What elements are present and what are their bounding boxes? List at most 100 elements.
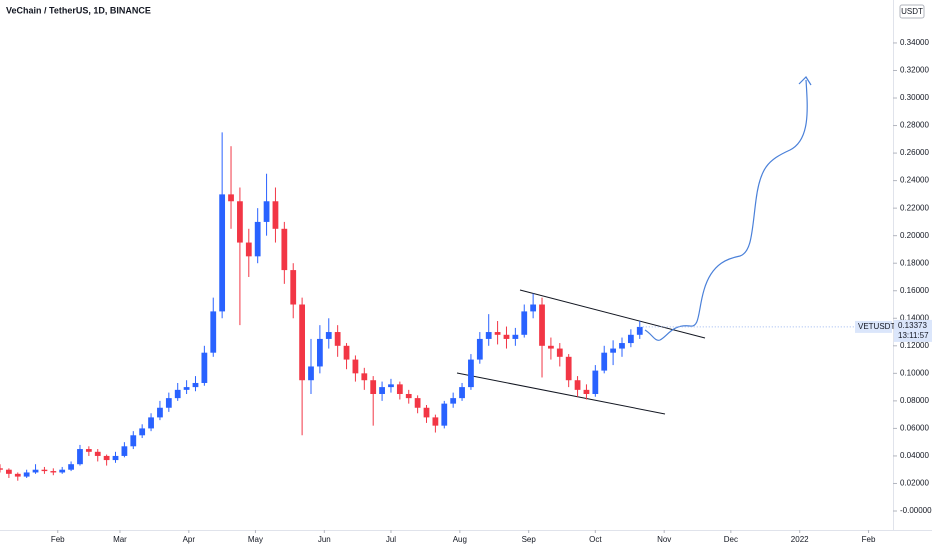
candle-body (485, 332, 492, 339)
candle-body (388, 384, 394, 388)
candle-body (157, 407, 163, 418)
x-tick-label: Oct (589, 535, 602, 544)
candle-body (432, 417, 439, 426)
candle-body (41, 469, 48, 472)
candle-body (254, 221, 261, 257)
candle-body (0, 468, 3, 470)
y-tick-label: 0.18000 (900, 258, 929, 267)
candle-body (210, 311, 217, 353)
candle-body (361, 373, 368, 381)
currency-label[interactable]: USDT (901, 7, 923, 16)
candle-body (396, 384, 403, 394)
x-tick-label: Aug (453, 535, 467, 544)
candle-body (263, 201, 270, 222)
price-tag (894, 319, 932, 342)
y-tick-label: 0.04000 (900, 451, 929, 460)
candle-body (121, 446, 128, 456)
y-tick-label: 0.34000 (900, 38, 929, 47)
candle-body (183, 387, 190, 390)
candle-body (512, 334, 519, 339)
candle-body (610, 348, 616, 353)
projection-arrow (798, 76, 812, 86)
candle-body (556, 348, 563, 357)
candle-body (299, 304, 305, 381)
y-tick-label: 0.06000 (900, 424, 929, 433)
candle-body (139, 428, 146, 436)
candle-body (405, 393, 412, 399)
symbol-tag (855, 320, 892, 333)
x-tick-label: Jul (386, 535, 396, 544)
candle-body (228, 194, 234, 202)
y-tick-label: 0.02000 (900, 479, 929, 488)
candle-body (94, 451, 101, 456)
y-tick-label: 0.10000 (900, 368, 929, 377)
candle-body (85, 449, 92, 452)
candle-body (130, 435, 137, 447)
candle-body (423, 407, 430, 418)
x-tick-label: May (248, 535, 263, 544)
candle-body (352, 359, 359, 374)
candle-body (636, 326, 643, 335)
candle-body (165, 398, 172, 408)
x-tick-label: Mar (113, 535, 127, 544)
candle-body (174, 389, 181, 399)
y-tick-label: 0.20000 (900, 231, 929, 240)
candle-body (290, 270, 297, 305)
candle-body (414, 398, 421, 408)
candle-body (530, 304, 537, 312)
symbol-label: VETUSDT (858, 322, 895, 331)
candle-body (468, 359, 474, 388)
x-tick-label: Apr (183, 535, 196, 544)
candle-body (308, 366, 314, 381)
candle-body (583, 389, 590, 394)
candle-body (316, 338, 323, 367)
y-tick-label: 0.12000 (900, 341, 929, 350)
candle-body (59, 469, 66, 473)
candle-body (201, 352, 208, 383)
y-tick-label: 0.30000 (900, 93, 929, 102)
candle-body (272, 201, 279, 229)
y-tick-label: 0.28000 (900, 121, 929, 130)
candle-body (521, 311, 528, 335)
trend-line (519, 289, 706, 339)
candle-body (148, 417, 154, 429)
x-tick-label: Sep (522, 535, 537, 544)
candle-body (32, 469, 39, 473)
candle-body (592, 370, 599, 394)
candle-body (219, 194, 226, 312)
candle-body (334, 332, 341, 346)
y-tick-label: 0.24000 (900, 176, 929, 185)
x-tick-label: Jun (318, 535, 331, 544)
candle-body (68, 464, 74, 470)
candle-body (548, 345, 554, 349)
y-tick-label: -0.00000 (900, 506, 932, 515)
y-tick-label: 0.08000 (900, 396, 929, 405)
chart-title: VeChain / TetherUS, 1D, BINANCE (6, 5, 151, 15)
candle-body (494, 332, 501, 335)
candle-body (77, 449, 83, 465)
candle-body (459, 387, 465, 399)
y-tick-label: 0.14000 (900, 313, 929, 322)
candle-body (103, 455, 110, 461)
x-tick-label: 2022 (791, 535, 809, 544)
y-tick-label: 0.32000 (900, 66, 929, 75)
currency-box[interactable] (899, 4, 925, 19)
x-tick-label: Feb (862, 535, 876, 544)
candle-body (619, 343, 625, 349)
x-tick-label: Nov (657, 535, 671, 544)
candle-body (237, 201, 243, 243)
candle-body (441, 403, 448, 426)
candle-body (503, 334, 510, 339)
candle-body (539, 304, 545, 346)
candle-body (281, 228, 288, 271)
candle-body (574, 380, 581, 390)
candle-body (370, 380, 377, 394)
projection-curve (644, 79, 808, 341)
candle-body (476, 338, 483, 360)
candle-body (450, 398, 457, 404)
candle-body (14, 473, 21, 477)
candle-body (5, 469, 12, 474)
candle-body (245, 242, 252, 257)
